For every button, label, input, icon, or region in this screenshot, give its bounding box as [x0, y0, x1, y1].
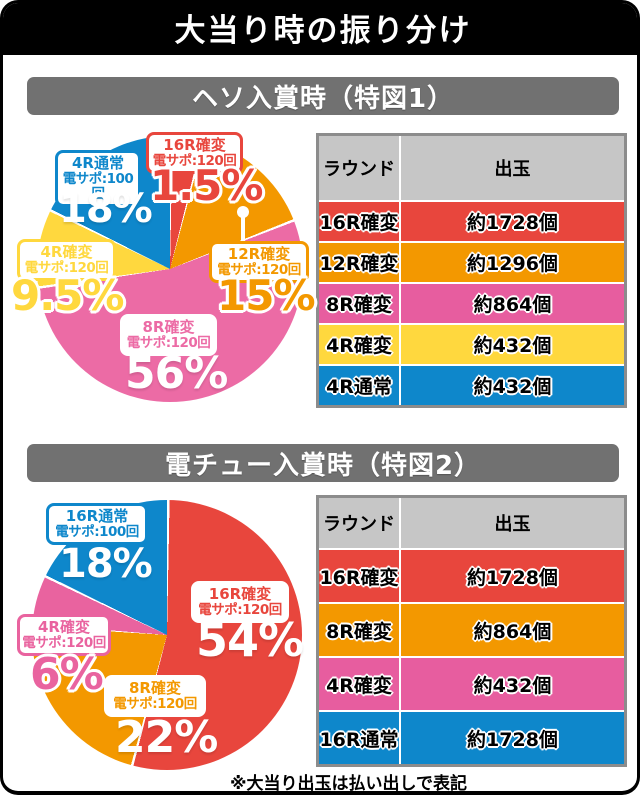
table1-row2-round: 12R確変 [319, 243, 399, 282]
table1-row3-balls: 約864個 [401, 284, 624, 323]
table1-row2-balls: 約1296個 [401, 243, 624, 282]
pie1-label-4r-tsujo: 4R通常 電サポ:100回 [55, 150, 141, 208]
pie2-label-16r-tsujo: 16R通常 電サポ:100回 [46, 503, 148, 545]
table2-row2-round: 8R確変 [319, 604, 399, 656]
section-title-denchu: 電チュー入賞時（特図2） [164, 450, 482, 481]
pie1-label-4rk-round: 4R確変 [40, 243, 93, 261]
pie2-label-16rt-densapo: 電サポ:100回 [55, 523, 139, 540]
table1-header-round: ラウンド [319, 136, 399, 200]
table2-row2-balls: 約864個 [401, 604, 624, 656]
pie1-label-4rk-densapo: 電サポ:120回 [24, 259, 109, 276]
section-title-heso: ヘソ入賞時（特図1） [191, 83, 455, 114]
pie1-pct-4r-kakuhen: 9.5% [11, 271, 124, 320]
section-header-denchu: 電チュー入賞時（特図2） [27, 444, 619, 482]
page-title: 大当り時の振り分け [174, 13, 472, 49]
leader-line-12r [241, 215, 245, 251]
pie1-label-8r-round: 8R確変 [142, 318, 195, 336]
table1-row5-balls: 約432個 [401, 366, 624, 405]
pie1-label-12r-kakuhen: 12R確変 電サポ:120回 [209, 241, 309, 283]
pie1-pct-12r: 15% [217, 271, 316, 320]
pie2-label-16rk-round: 16R確変 [208, 585, 272, 603]
table2-row3-round: 4R確変 [319, 658, 399, 710]
main-title-bar: 大当り時の振り分け [3, 3, 637, 55]
table2-header-balls: 出玉 [401, 498, 624, 548]
pie1-label-12r-round: 12R確変 [227, 245, 291, 263]
table1-row5-round: 4R通常 [319, 366, 399, 405]
pie2-label-16r-kakuhen: 16R確変 電サポ:120回 [191, 581, 289, 623]
table2-header-round: ラウンド [319, 498, 399, 548]
pie1-label-8r-densapo: 電サポ:120回 [126, 334, 211, 351]
pie2-pct-16r-tsujo: 18% [59, 541, 153, 587]
pie2-label-8r-round: 8R確変 [129, 679, 181, 697]
pie1-label-8r-kakuhen: 8R確変 電サポ:120回 [120, 314, 217, 356]
pie1-label-12r-densapo: 電サポ:120回 [217, 261, 301, 278]
pie2-label-4rk-round: 4R確変 [38, 618, 90, 636]
table1-row3-round: 8R確変 [319, 284, 399, 323]
pie2-label-8r-kakuhen: 8R確変 電サポ:120回 [104, 675, 206, 717]
pie2-label-4rk-densapo: 電サポ:120回 [22, 634, 106, 651]
pie1-label-16r-densapo: 電サポ:120回 [152, 152, 237, 169]
pie2-label-8r-densapo: 電サポ:120回 [113, 695, 197, 712]
pie1-pct-8r: 56% [125, 348, 228, 399]
table2-row4-round: 16R通常 [319, 712, 399, 764]
pie2-pct-8r: 22% [115, 712, 218, 763]
table2-row3-balls: 約432個 [401, 658, 624, 710]
table1-row4-round: 4R確変 [319, 325, 399, 364]
pie2-label-4r-kakuhen: 4R確変 電サポ:120回 [17, 614, 111, 656]
pie1-pct-4r-tsujo: 18% [59, 186, 153, 232]
section-header-heso: ヘソ入賞時（特図1） [27, 77, 619, 115]
payout-table-denchu: ラウンド 出玉 16R確変 約1728個 8R確変 約864個 4R確変 約43… [316, 495, 627, 767]
pie1-label-16r-round: 16R確変 [163, 136, 226, 154]
pie1-label-16r-kakuhen: 16R確変 電サポ:120回 [146, 132, 243, 174]
table2-row1-balls: 約1728個 [401, 550, 624, 602]
pie1-label-4rt-densapo: 電サポ:100回 [62, 170, 134, 202]
pie1-pct-16r: 1.5% [150, 161, 263, 210]
pie2-label-16rt-round: 16R通常 [65, 507, 129, 525]
pie1-label-4r-kakuhen: 4R確変 電サポ:120回 [17, 239, 116, 281]
table1-row1-balls: 約1728個 [401, 202, 624, 241]
payout-footnote: ※大当り出玉は払い出しで表記 [230, 774, 468, 794]
table1-header-balls: 出玉 [401, 136, 624, 200]
leader-dot-12r [237, 206, 249, 218]
table2-row4-balls: 約1728個 [401, 712, 624, 764]
pie2-pct-16r-kakuhen: 54% [196, 613, 304, 667]
pie2-label-16rk-densapo: 電サポ:120回 [198, 601, 282, 618]
table2-row1-round: 16R確変 [319, 550, 399, 602]
table1-row4-balls: 約432個 [401, 325, 624, 364]
pie2-pct-4r-kakuhen: 6% [30, 649, 104, 700]
table1-row1-round: 16R確変 [319, 202, 399, 241]
payout-table-heso: ラウンド 出玉 16R確変 約1728個 12R確変 約1296個 8R確変 約… [316, 133, 627, 408]
pie1-label-4rt-round: 4R通常 [72, 154, 124, 172]
